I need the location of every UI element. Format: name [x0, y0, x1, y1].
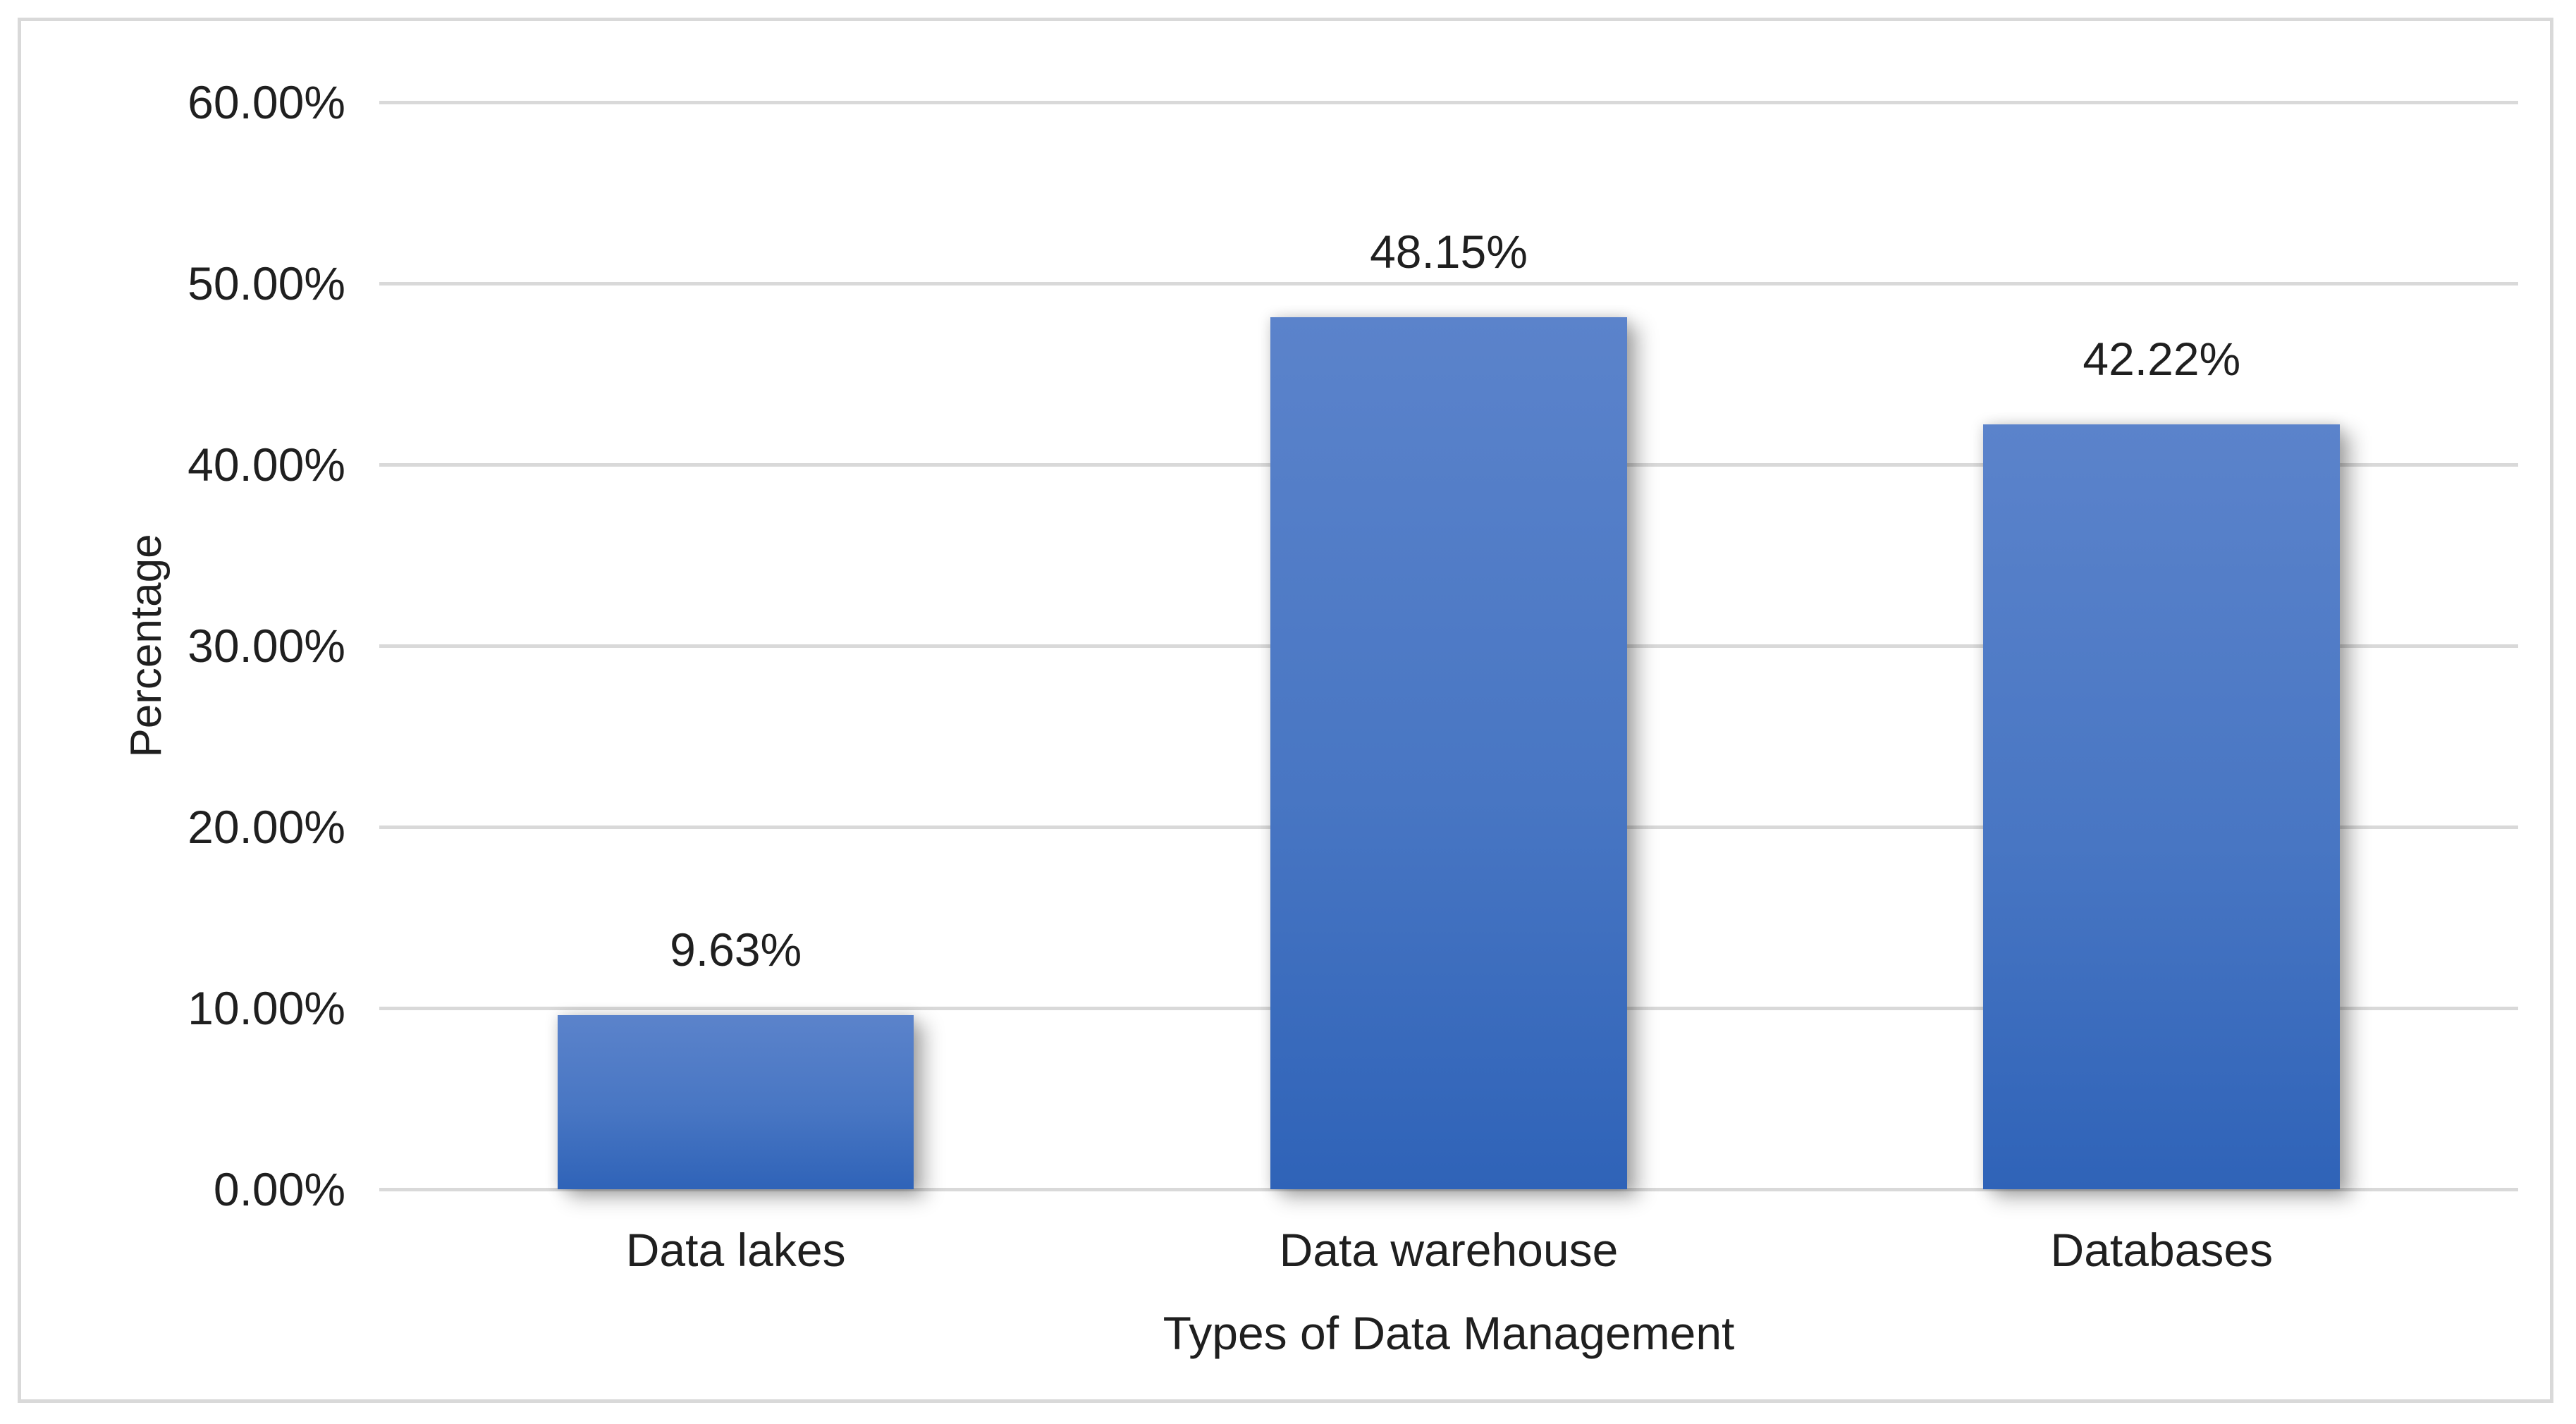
bar: [1270, 317, 1627, 1189]
gridline: [379, 1188, 2518, 1191]
bar-value-label: 9.63%: [670, 923, 802, 976]
bar-slots: 9.63% 48.15% 42.22%: [379, 102, 2518, 1189]
y-tick-label: 10.00%: [188, 982, 345, 1034]
y-axis-tick-labels: 0.00% 10.00% 20.00% 30.00% 40.00% 50.00% 60.00…: [21, 76, 345, 1215]
gridline: [379, 281, 2518, 286]
y-tick-label: 50.00%: [188, 257, 345, 309]
x-category-label: Databases: [2050, 1224, 2274, 1276]
bar: [1983, 424, 2341, 1189]
x-category-label: Data lakes: [625, 1224, 846, 1276]
bar: [557, 1014, 914, 1189]
bar-slot: 48.15%: [1092, 102, 1805, 1189]
bar-slot: 42.22%: [1805, 102, 2518, 1189]
y-tick-label: 40.00%: [188, 438, 345, 491]
x-axis-title: Types of Data Management: [1163, 1307, 1735, 1359]
y-tick-label: 20.00%: [188, 800, 345, 853]
bar-value-label: 48.15%: [1370, 225, 1528, 278]
chart-frame: 0.00% 10.00% 20.00% 30.00% 40.00% 50.00% 60.00…: [18, 18, 2553, 1403]
bar-value-label: 42.22%: [2083, 332, 2241, 385]
plot-area: 9.63% 48.15% 42.22%: [379, 101, 2518, 1191]
bar-slot: 9.63%: [379, 102, 1092, 1189]
x-category-label: Data warehouse: [1279, 1224, 1619, 1276]
x-axis-category-labels: Data lakes Data warehouse Databases: [379, 1223, 2518, 1277]
y-axis-title: Percentage: [122, 534, 171, 758]
y-tick-label: 0.00%: [213, 1163, 345, 1215]
y-tick-label: 60.00%: [188, 76, 345, 128]
gridline: [379, 101, 2518, 104]
y-tick-label: 30.00%: [188, 620, 345, 672]
